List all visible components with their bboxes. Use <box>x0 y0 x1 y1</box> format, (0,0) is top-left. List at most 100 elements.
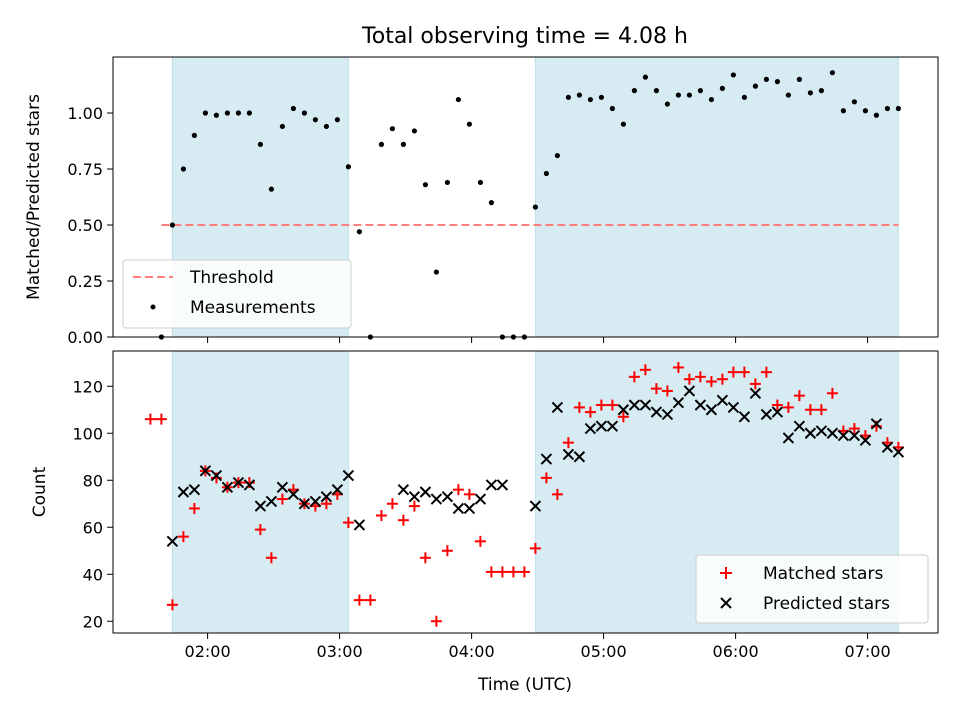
predicted-star-point <box>298 498 311 510</box>
legend-measurements-label: Measurements <box>190 298 316 318</box>
measurement-point <box>752 83 759 89</box>
matched-star-point <box>705 376 717 388</box>
measurement-point <box>477 179 483 186</box>
measurement-point <box>433 269 439 275</box>
predicted-star-point <box>573 451 586 463</box>
y-tick-label: 40 <box>83 565 103 584</box>
y-tick-label: 120 <box>72 377 103 396</box>
predicted-star-point <box>529 500 542 512</box>
x-tick-label: 04:00 <box>449 642 495 661</box>
top-y-ticks: 0.00 0.25 0.50 0.75 1.00 <box>67 104 113 347</box>
predicted-stars-points <box>166 385 905 548</box>
measurement-point <box>807 90 814 96</box>
measurement-point <box>224 110 230 116</box>
measurement-point <box>554 152 561 159</box>
matched-star-point <box>254 524 266 536</box>
x-axis-label: Time (UTC) <box>477 675 572 695</box>
predicted-star-point <box>848 429 861 442</box>
measurement-point <box>796 76 803 82</box>
predicted-star-point <box>287 488 300 501</box>
measurement-point <box>598 94 605 100</box>
predicted-star-point <box>782 432 795 444</box>
predicted-star-point <box>815 425 828 437</box>
matched-star-point <box>353 594 365 606</box>
measurement-point <box>686 92 693 98</box>
matched-star-point <box>540 472 552 484</box>
matched-star-point <box>485 566 497 578</box>
predicted-star-point <box>276 481 289 494</box>
measurement-point <box>862 108 869 114</box>
y-tick-label: 0.75 <box>67 160 103 179</box>
predicted-star-point <box>419 486 432 498</box>
matched-star-point <box>430 615 442 627</box>
measurement-point <box>334 117 340 123</box>
predicted-star-point <box>210 469 223 482</box>
measurement-point <box>774 79 781 85</box>
bottom-x-ticks: 02:00 03:00 04:00 05:00 06:00 07:00 <box>185 633 891 661</box>
measurement-point <box>378 141 384 147</box>
measurement-point <box>422 182 428 188</box>
y-tick-label: 0.25 <box>67 272 103 291</box>
measurement-point <box>708 96 715 103</box>
predicted-star-point <box>628 399 641 411</box>
matched-star-point <box>507 566 519 578</box>
predicted-star-point <box>540 453 553 465</box>
matched-star-point <box>375 510 387 521</box>
measurement-point <box>741 94 748 100</box>
matched-star-point <box>595 399 607 411</box>
measurement-point <box>488 200 494 206</box>
measurement-point <box>873 112 880 118</box>
measurement-point <box>246 110 252 116</box>
matched-star-point <box>342 517 354 529</box>
measurement-point <box>543 170 550 177</box>
bottom-legend: Matched stars Predicted stars <box>695 554 929 624</box>
legend-predicted-swatch <box>720 597 732 609</box>
predicted-star-point <box>441 490 454 503</box>
measurement-point <box>840 108 847 114</box>
measurement-point <box>730 72 737 78</box>
measurement-point <box>642 74 649 80</box>
legend-measurements-swatch <box>150 304 156 310</box>
measurement-point <box>851 99 858 105</box>
predicted-star-point <box>683 385 696 397</box>
predicted-star-point <box>672 396 685 409</box>
measurement-point <box>180 166 186 172</box>
top-y-axis-label: Matched/Predicted stars <box>24 94 44 300</box>
predicted-star-point <box>353 519 366 531</box>
measurement-point <box>664 101 671 107</box>
matched-star-point <box>364 594 376 606</box>
measurement-point <box>455 96 461 103</box>
matched-star-point <box>265 552 277 564</box>
predicted-star-point <box>177 486 190 498</box>
legend-predicted-label: Predicted stars <box>763 594 890 614</box>
measurement-point <box>763 76 770 82</box>
predicted-star-point <box>188 483 201 496</box>
y-tick-label: 1.00 <box>67 104 103 123</box>
predicted-star-point <box>837 429 850 442</box>
matched-star-point <box>617 411 629 423</box>
matched-star-point <box>529 542 541 554</box>
predicted-star-point <box>309 495 322 508</box>
predicted-star-point <box>199 465 212 477</box>
measurement-point <box>675 92 682 98</box>
matched-star-point <box>496 566 508 578</box>
predicted-star-point <box>716 394 729 407</box>
measurement-point <box>400 141 406 147</box>
predicted-star-point <box>771 406 784 418</box>
measurement-point <box>213 112 219 118</box>
measurement-point <box>345 164 351 170</box>
predicted-star-point <box>243 479 256 491</box>
matched-star-point <box>727 366 739 378</box>
predicted-star-point <box>738 411 751 423</box>
bottom-plot-frame <box>112 350 939 634</box>
predicted-star-point <box>452 502 465 515</box>
measurement-point <box>565 94 572 100</box>
matched-star-point <box>760 366 772 378</box>
measurement-point <box>191 132 197 138</box>
predicted-star-point <box>595 420 608 432</box>
matched-star-point <box>650 383 662 395</box>
top-shaded-regions <box>171 56 899 338</box>
top-legend: Threshold Measurements <box>122 259 352 329</box>
predicted-star-point <box>650 406 663 418</box>
matched-star-point <box>628 371 640 383</box>
